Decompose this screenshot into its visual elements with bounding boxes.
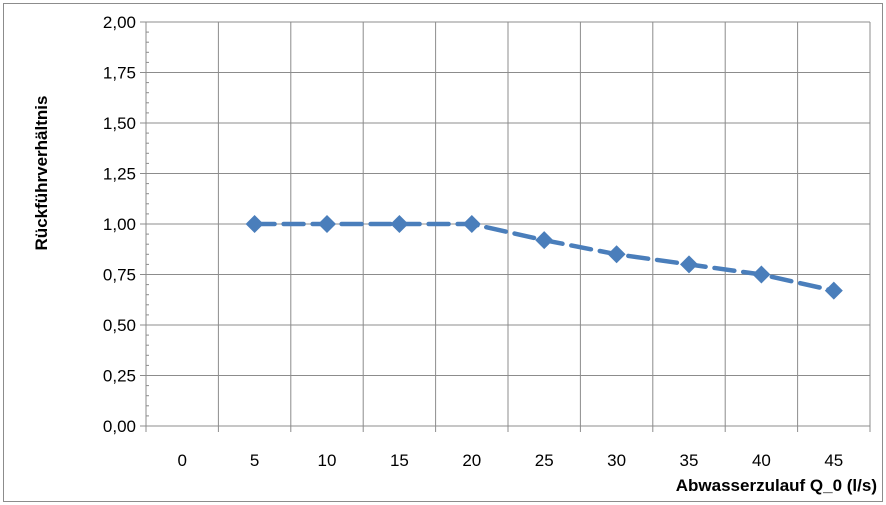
y-tick-label: 1,75 <box>103 64 136 83</box>
y-tick-label: 1,25 <box>103 165 136 184</box>
data-point-marker <box>318 215 336 233</box>
x-tick-label: 25 <box>535 451 554 470</box>
y-tick-label: 1,00 <box>103 215 136 234</box>
x-tick-label: 10 <box>318 451 337 470</box>
x-tick-label: 0 <box>177 451 186 470</box>
data-point-marker <box>752 265 771 284</box>
data-point-marker <box>607 245 626 264</box>
chart-axes <box>140 21 871 432</box>
data-point-marker <box>535 231 554 250</box>
data-point-marker <box>245 215 264 233</box>
x-tick-label: 5 <box>250 451 259 470</box>
y-tick-label: 2,00 <box>103 13 136 32</box>
x-tick-label: 30 <box>607 451 626 470</box>
y-tick-labels: 0,00 0,25 0,50 0,75 1,00 1,25 1,50 1,75 2,00 <box>103 13 136 436</box>
y-tick-label: 0,25 <box>103 367 136 386</box>
x-tick-label: 35 <box>680 451 699 470</box>
y-axis-title: Rückführverhältnis <box>32 96 51 251</box>
chart-frame <box>3 3 883 502</box>
x-tick-label: 40 <box>752 451 771 470</box>
x-tick-label: 45 <box>824 451 843 470</box>
x-tick-labels: 0 5 10 15 20 25 30 35 40 45 <box>177 451 843 470</box>
data-point-marker <box>824 281 843 300</box>
y-tick-label: 0,00 <box>103 417 136 436</box>
x-axis-title: Abwasserzulauf Q_0 (l/s) <box>676 476 877 495</box>
y-tick-label: 1,50 <box>103 114 136 133</box>
x-tick-label: 15 <box>390 451 409 470</box>
x-tick-label: 20 <box>462 451 481 470</box>
data-point-marker <box>680 255 698 274</box>
data-series <box>245 215 843 300</box>
y-tick-label: 0,50 <box>103 316 136 335</box>
y-tick-label: 0,75 <box>103 266 136 285</box>
data-point-marker <box>462 215 481 233</box>
data-point-marker <box>390 215 409 233</box>
